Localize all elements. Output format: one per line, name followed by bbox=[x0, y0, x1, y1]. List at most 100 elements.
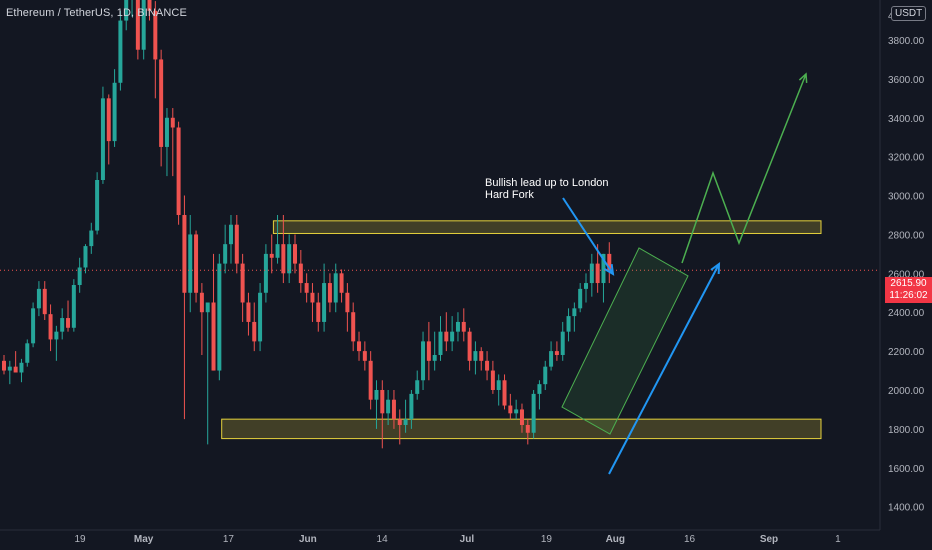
candle-body bbox=[252, 321, 257, 342]
candle-body bbox=[153, 10, 158, 60]
x-tick-label: 19 bbox=[541, 534, 553, 545]
candle-body bbox=[164, 117, 169, 147]
candle-body bbox=[60, 318, 65, 332]
candle-body bbox=[42, 288, 47, 315]
candle-body bbox=[223, 244, 228, 264]
x-tick-label: May bbox=[134, 534, 154, 545]
candle-body bbox=[537, 384, 542, 394]
candle-body bbox=[36, 288, 41, 309]
candle-body bbox=[362, 351, 367, 361]
candle-body bbox=[322, 283, 327, 322]
candle-body bbox=[380, 389, 385, 414]
candle-body bbox=[496, 380, 501, 390]
zones bbox=[221, 220, 822, 440]
last-price-value: 2615.90 bbox=[890, 278, 927, 289]
candle-body bbox=[71, 284, 76, 328]
y-tick-label: 2000.00 bbox=[888, 386, 925, 397]
candle-body bbox=[572, 308, 577, 317]
candle-body bbox=[403, 419, 408, 425]
candle-body bbox=[228, 224, 233, 245]
candle-body bbox=[31, 308, 36, 344]
y-tick-label: 2600.00 bbox=[888, 269, 925, 280]
candle-body bbox=[275, 244, 280, 258]
x-tick-label: 14 bbox=[377, 534, 389, 545]
candle-body bbox=[578, 288, 583, 309]
candle-body bbox=[217, 263, 222, 371]
candle-body bbox=[95, 179, 100, 231]
candle-body bbox=[339, 273, 344, 293]
candle-body bbox=[461, 321, 466, 332]
y-tick-label: 3600.00 bbox=[888, 75, 925, 86]
y-tick-label: 3400.00 bbox=[888, 114, 925, 125]
candle-body bbox=[357, 341, 362, 352]
candle-body bbox=[25, 343, 30, 363]
candle-body bbox=[54, 331, 59, 340]
candle-body bbox=[519, 409, 524, 425]
candle-body bbox=[188, 234, 193, 293]
candle-body bbox=[397, 419, 402, 425]
candle-body bbox=[327, 283, 332, 303]
candle-body bbox=[298, 263, 303, 284]
candlesticks bbox=[2, 0, 612, 449]
candle-body bbox=[473, 351, 478, 361]
candle-body bbox=[566, 316, 571, 332]
candle-body bbox=[281, 244, 286, 274]
candle-body bbox=[147, 0, 152, 11]
candle-body bbox=[258, 292, 263, 342]
candle-body bbox=[234, 224, 239, 264]
candle-body bbox=[118, 20, 123, 83]
candle-body bbox=[415, 380, 420, 394]
x-tick-label: Aug bbox=[606, 534, 625, 545]
y-tick-label: 1600.00 bbox=[888, 464, 925, 475]
x-tick-label: Jun bbox=[299, 534, 317, 545]
candle-body bbox=[293, 244, 297, 264]
y-tick-label: 3800.00 bbox=[888, 36, 925, 47]
candle-body bbox=[135, 0, 140, 50]
y-tick-label: 1800.00 bbox=[888, 425, 925, 436]
candle-body bbox=[316, 302, 321, 322]
drawings bbox=[0, 72, 880, 475]
candle-body bbox=[345, 292, 350, 313]
candle-body bbox=[199, 292, 204, 313]
candle-body bbox=[2, 360, 6, 371]
annotation-arrow bbox=[562, 197, 614, 275]
candle-body bbox=[77, 267, 82, 285]
candle-body bbox=[485, 360, 490, 371]
candle-body bbox=[263, 253, 268, 293]
resistance-zone bbox=[272, 220, 822, 234]
currency-badge[interactable]: USDT bbox=[891, 6, 927, 21]
annotation-arrow-head bbox=[603, 263, 615, 276]
candle-body bbox=[386, 399, 391, 414]
x-tick-label: 19 bbox=[74, 534, 86, 545]
candle-body bbox=[159, 59, 164, 147]
candle-body bbox=[83, 246, 88, 268]
candle-body bbox=[595, 263, 600, 284]
candle-body bbox=[287, 244, 292, 274]
candle-body bbox=[100, 98, 105, 180]
candle-body bbox=[560, 331, 565, 355]
candle-body bbox=[176, 127, 181, 215]
countdown-timer: 11:26:02 bbox=[889, 290, 928, 301]
candle-body bbox=[240, 263, 245, 303]
y-tick-label: 3200.00 bbox=[888, 153, 925, 164]
candle-body bbox=[543, 366, 548, 385]
candle-body bbox=[89, 230, 94, 247]
y-tick-label: 2800.00 bbox=[888, 230, 925, 241]
candle-body bbox=[106, 98, 111, 142]
candle-body bbox=[141, 0, 146, 50]
candle-body bbox=[502, 380, 507, 406]
candle-body bbox=[554, 351, 559, 355]
candle-body bbox=[444, 331, 449, 342]
candle-body bbox=[455, 321, 460, 332]
candle-body bbox=[531, 393, 536, 433]
candle-body bbox=[584, 283, 588, 289]
candle-body bbox=[525, 424, 530, 433]
x-tick-label: 16 bbox=[684, 534, 696, 545]
candle-body bbox=[589, 263, 594, 284]
y-tick-label: 1400.00 bbox=[888, 503, 925, 514]
candle-body bbox=[490, 370, 495, 390]
candle-body bbox=[7, 366, 12, 371]
candle-body bbox=[438, 331, 443, 355]
